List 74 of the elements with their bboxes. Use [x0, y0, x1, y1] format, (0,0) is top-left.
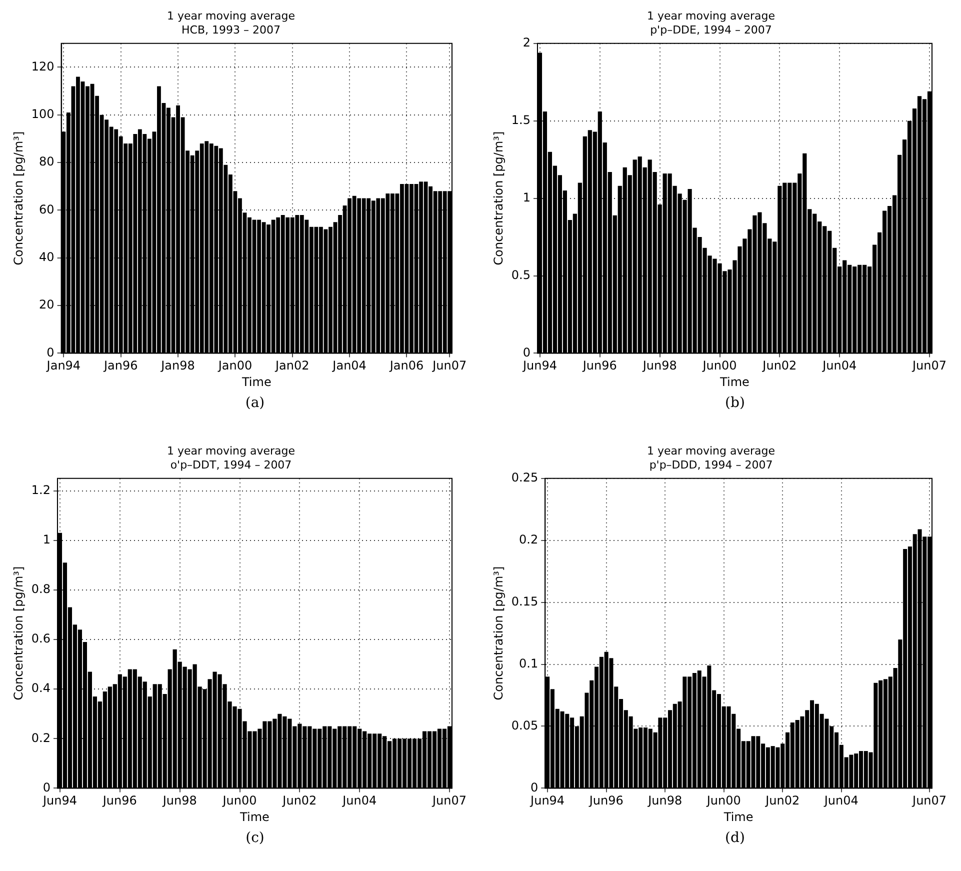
text: (a) — [245, 395, 265, 411]
x-tick-label: Jan96 — [102, 358, 138, 373]
x-tick-label: Jun07 — [912, 794, 947, 808]
y-tick-label: 0.25 — [511, 470, 538, 485]
text: (c) — [246, 830, 264, 846]
y-tick-label: 0.1 — [519, 656, 538, 670]
x-tick-label: Jun04 — [822, 358, 857, 373]
y-tick-label: 120 — [31, 59, 54, 74]
x-axis-title: Time — [719, 374, 750, 389]
y-tick-label: 0 — [530, 780, 538, 794]
y-tick-label: 0.4 — [31, 681, 50, 696]
x-tick-label: Jun04 — [342, 794, 377, 808]
x-tick-label: Jun02 — [764, 794, 800, 808]
y-tick-label: 60 — [39, 202, 54, 216]
y-axis-title: Concentration [pg/m³] — [491, 566, 506, 700]
x-tick-label: Jun04 — [823, 794, 858, 808]
y-tick-label: 0.2 — [519, 532, 538, 546]
x-tick-label: Jun98 — [647, 794, 682, 808]
y-tick-label: 1.2 — [31, 482, 50, 497]
x-axis-title: Time — [239, 810, 270, 824]
chart-subtitle: p'p–DDD, 1994 – 2007 — [649, 458, 773, 472]
x-tick-label: Jun00 — [706, 794, 741, 808]
x-axis-title: Time — [240, 374, 272, 389]
y-tick-label: 100 — [31, 107, 54, 122]
y-tick-label: 0 — [42, 780, 50, 794]
y-tick-label: 0.8 — [31, 582, 50, 596]
y-axis-title: Concentration [pg/m³] — [11, 131, 26, 266]
x-tick-label: Jun94 — [522, 358, 557, 373]
y-tick-label: 0 — [522, 345, 530, 360]
y-tick-label: 1 — [522, 190, 530, 204]
text: (b) — [725, 395, 745, 411]
x-tick-label: Jun02 — [282, 794, 317, 808]
x-tick-label: Jun07 — [432, 358, 467, 373]
chart-title: 1 year moving average — [166, 444, 296, 458]
chart-title: 1 year moving average — [166, 9, 296, 22]
chart-subtitle: HCB, 1993 – 2007 — [182, 24, 280, 37]
chart-subtitle: o'p–DDT, 1994 – 2007 — [170, 458, 292, 472]
x-tick-label: Jun96 — [102, 794, 137, 808]
x-tick-label: Jun02 — [762, 358, 797, 373]
x-tick-label: Jan98 — [160, 358, 195, 373]
y-tick-label: 2 — [522, 36, 530, 50]
x-tick-label: Jun94 — [530, 794, 565, 808]
y-tick-label: 0.15 — [511, 594, 538, 608]
x-tick-label: Jan04 — [332, 358, 366, 373]
y-tick-label: 1 — [42, 532, 50, 546]
y-tick-label: 0.6 — [31, 632, 50, 646]
y-axis-title: Concentration [pg/m³] — [491, 131, 506, 266]
x-tick-label: Jun96 — [582, 358, 617, 373]
x-tick-label: Jun98 — [642, 358, 677, 373]
x-tick-label: Jun07 — [911, 358, 947, 373]
y-tick-label: 40 — [39, 250, 54, 264]
x-tick-label: Jun00 — [702, 358, 737, 373]
text: (d) — [725, 830, 745, 846]
y-tick-label: 80 — [39, 154, 54, 169]
x-tick-label: Jan94 — [46, 358, 81, 373]
chart-subtitle: p'p–DDE, 1994 – 2007 — [650, 24, 772, 37]
chart-title: 1 year moving average — [646, 444, 776, 458]
chart-title: 1 year moving average — [646, 9, 776, 22]
x-tick-label: Jun07 — [431, 794, 467, 808]
y-tick-label: 0.2 — [31, 730, 50, 745]
y-tick-label: 0.5 — [511, 268, 530, 282]
x-tick-label: Jan02 — [274, 358, 310, 373]
y-tick-label: 0.05 — [511, 718, 538, 732]
x-tick-label: Jun00 — [222, 794, 257, 808]
x-tick-label: Jun98 — [162, 794, 197, 808]
y-axis-title: Concentration [pg/m³] — [11, 566, 26, 700]
x-axis-title: Time — [722, 810, 754, 824]
y-tick-label: 0 — [46, 345, 54, 360]
y-tick-label: 20 — [39, 298, 54, 312]
y-tick-label: 1.5 — [511, 112, 530, 127]
x-tick-label: Jan06 — [388, 358, 424, 373]
x-tick-label: Jun94 — [42, 794, 77, 808]
x-tick-label: Jan00 — [217, 358, 252, 373]
x-tick-label: Jun96 — [588, 794, 624, 808]
